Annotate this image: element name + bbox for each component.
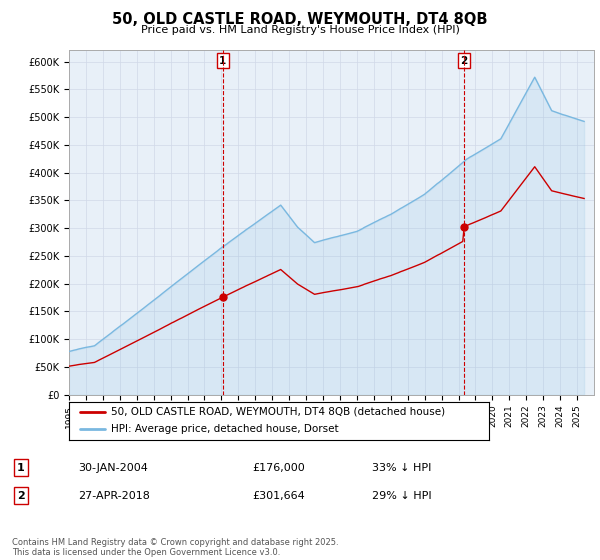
Text: 1: 1	[219, 56, 226, 66]
Text: 2: 2	[460, 56, 468, 66]
Text: 50, OLD CASTLE ROAD, WEYMOUTH, DT4 8QB (detached house): 50, OLD CASTLE ROAD, WEYMOUTH, DT4 8QB (…	[111, 407, 445, 417]
Text: HPI: Average price, detached house, Dorset: HPI: Average price, detached house, Dors…	[111, 424, 338, 435]
Text: 50, OLD CASTLE ROAD, WEYMOUTH, DT4 8QB: 50, OLD CASTLE ROAD, WEYMOUTH, DT4 8QB	[112, 12, 488, 27]
Text: 27-APR-2018: 27-APR-2018	[78, 491, 150, 501]
Text: £301,664: £301,664	[252, 491, 305, 501]
Text: 1: 1	[17, 463, 25, 473]
Text: Price paid vs. HM Land Registry's House Price Index (HPI): Price paid vs. HM Land Registry's House …	[140, 25, 460, 35]
Text: Contains HM Land Registry data © Crown copyright and database right 2025.
This d: Contains HM Land Registry data © Crown c…	[12, 538, 338, 557]
Text: 2: 2	[17, 491, 25, 501]
Text: 33% ↓ HPI: 33% ↓ HPI	[372, 463, 431, 473]
Text: 30-JAN-2004: 30-JAN-2004	[78, 463, 148, 473]
Text: £176,000: £176,000	[252, 463, 305, 473]
Text: 29% ↓ HPI: 29% ↓ HPI	[372, 491, 431, 501]
